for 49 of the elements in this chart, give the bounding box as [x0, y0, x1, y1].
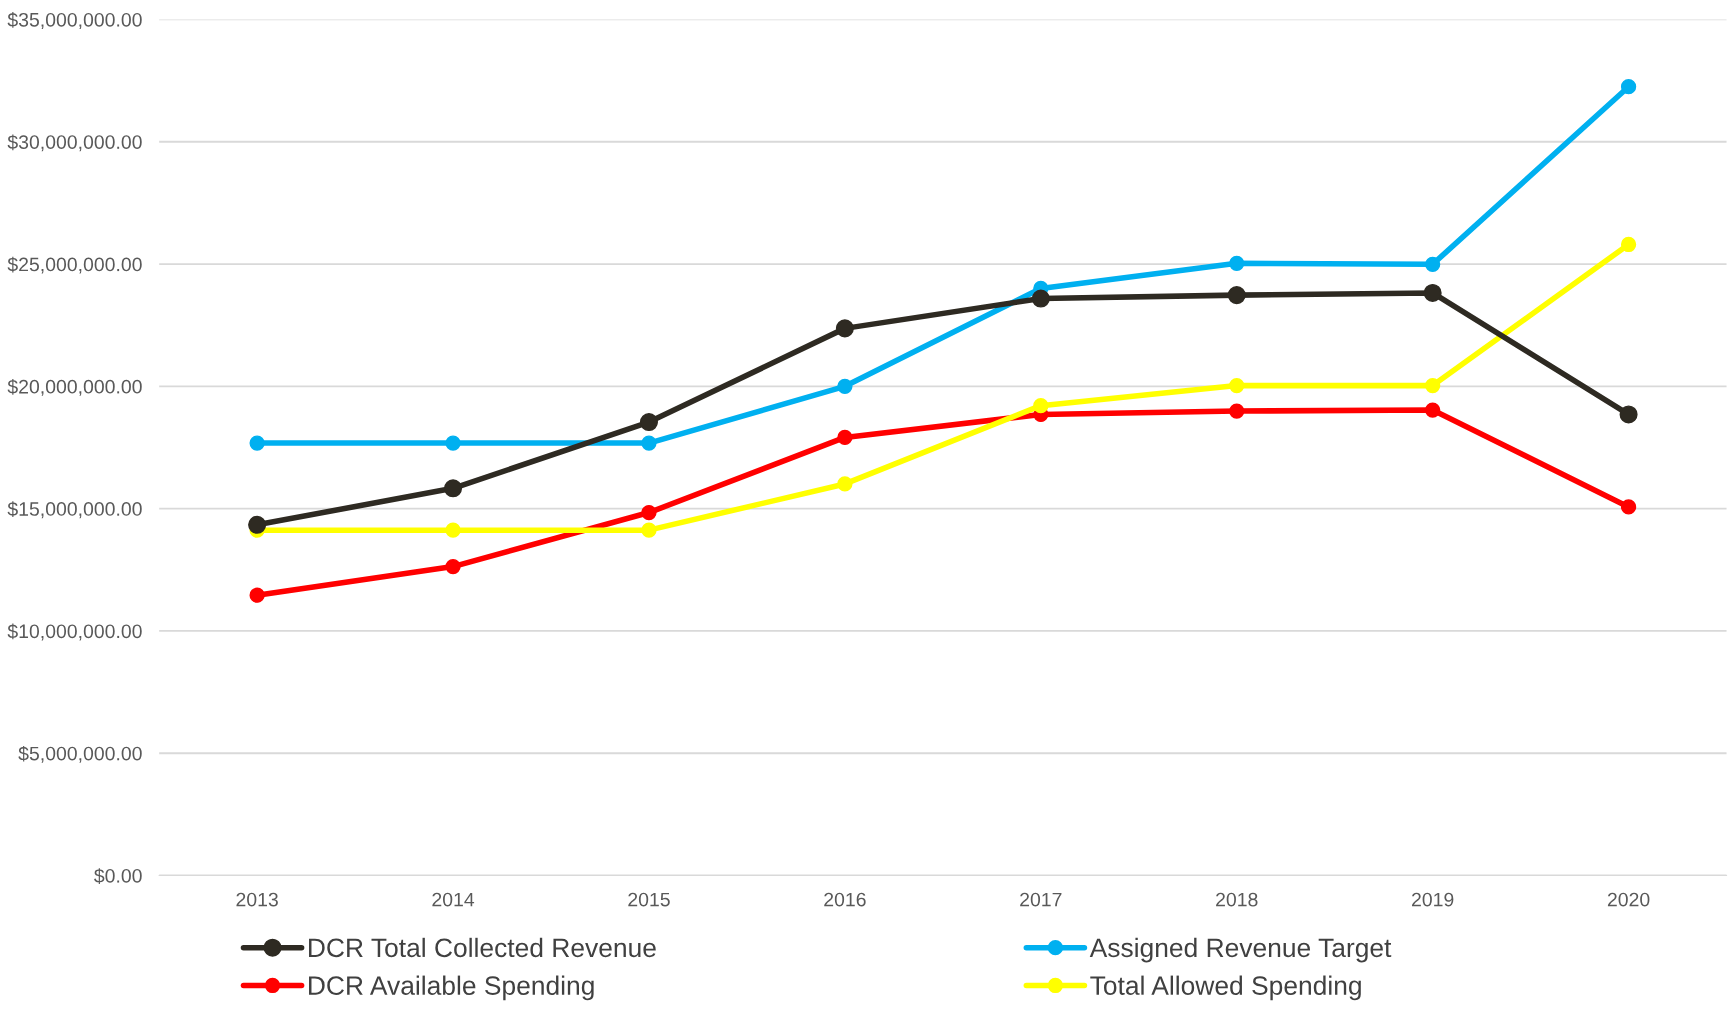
- point: [641, 435, 657, 451]
- point: [1620, 236, 1637, 253]
- point: [837, 378, 853, 394]
- point: [639, 413, 658, 432]
- point: [1619, 405, 1638, 424]
- point: [837, 429, 853, 446]
- y-tick-label: $30,000,000.00: [7, 134, 142, 152]
- point: [641, 504, 657, 521]
- legend-label: DCR Available Spending: [309, 975, 594, 1001]
- x-tick-label: 2018: [1216, 892, 1258, 907]
- x-tick-label: 2015: [628, 892, 670, 907]
- point: [445, 435, 461, 451]
- point: [249, 587, 265, 603]
- point: [445, 558, 461, 575]
- x-tick-label: 2017: [1020, 892, 1062, 907]
- x-tick-label: 2020: [1607, 892, 1650, 907]
- y-tick-label: $10,000,000.00: [7, 623, 142, 641]
- legend-label: Assigned Revenue Target: [1089, 937, 1392, 963]
- y-tick-label: $0.00: [94, 868, 142, 884]
- point: [837, 476, 853, 492]
- y-tick-label: $20,000,000.00: [7, 378, 142, 396]
- legend-label: Total Allowed Spending: [1090, 975, 1361, 1001]
- point: [444, 479, 463, 498]
- x-tick-label: 2014: [432, 892, 475, 907]
- point: [1425, 256, 1441, 272]
- y-tick-label: $25,000,000.00: [7, 256, 142, 274]
- point: [1425, 377, 1441, 394]
- point: [248, 515, 267, 534]
- x-tick-label: 2019: [1412, 892, 1454, 907]
- point: [1620, 499, 1637, 515]
- point: [1031, 289, 1050, 308]
- point: [641, 522, 657, 538]
- point: [1227, 286, 1246, 305]
- point: [1425, 402, 1441, 418]
- y-tick-label: $35,000,000.00: [7, 12, 142, 29]
- y-tick-label: $5,000,000.00: [18, 745, 142, 763]
- point: [1620, 79, 1637, 95]
- point: [835, 319, 854, 338]
- point: [1229, 255, 1245, 271]
- point: [249, 435, 265, 451]
- point: [1229, 403, 1245, 419]
- point: [1033, 398, 1049, 414]
- x-tick-label: 2013: [236, 892, 278, 907]
- legend-label: DCR Total Collected Revenue: [309, 937, 656, 958]
- y-tick-label: $15,000,000.00: [7, 501, 142, 519]
- point: [1229, 377, 1245, 394]
- point: [1423, 283, 1442, 302]
- point: [445, 522, 461, 538]
- x-tick-label: 2016: [824, 892, 866, 907]
